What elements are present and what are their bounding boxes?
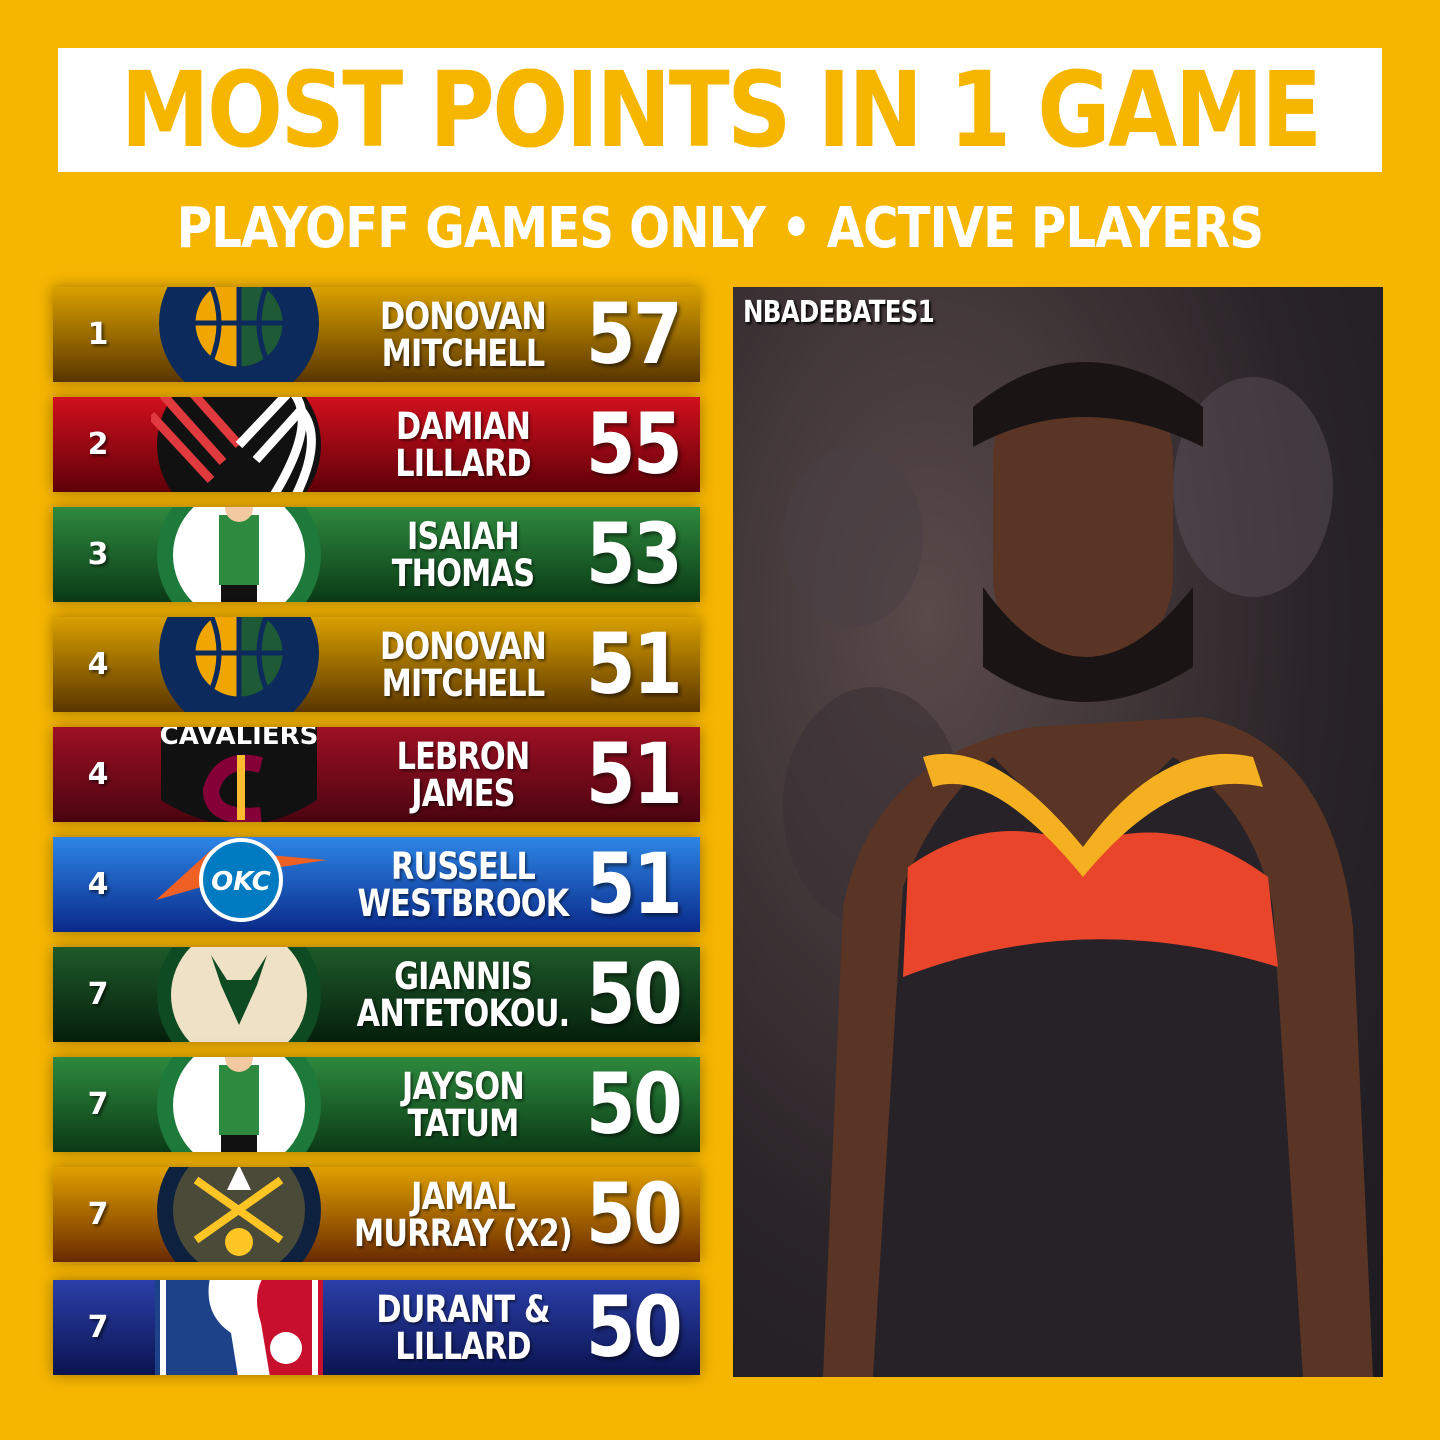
celtics-logo-icon (151, 507, 327, 602)
points: 50 (585, 1167, 683, 1262)
player-name-line2: MITCHELL (381, 332, 545, 375)
player-name-line1: GIANNIS (394, 955, 533, 998)
thunder-logo-icon: OKC (151, 837, 327, 932)
rank: 4 (87, 647, 109, 682)
rank: 7 (87, 1310, 109, 1345)
page-title: MOST POINTS IN 1 GAME (120, 49, 1322, 171)
player-name-line2: TATUM (407, 1102, 520, 1145)
player-photo: NBADEBATES1 (733, 287, 1383, 1377)
subtitle: PLAYOFF GAMES ONLY • ACTIVE PLAYERS (176, 196, 1264, 261)
rank: 2 (87, 427, 109, 462)
leaderboard-row: 2 DAMIAN LILLARD 55 (53, 397, 700, 492)
title-banner: MOST POINTS IN 1 GAME (58, 48, 1382, 172)
leaderboard-row: 4 OKC RUSSELL WESTBROOK 51 (53, 837, 700, 932)
leaderboard-row: 7 GIANNIS ANTETOKOU. 50 (53, 947, 700, 1042)
player-silhouette (783, 362, 1373, 1377)
player-name-line2: WESTBROOK (357, 882, 570, 925)
points: 53 (585, 507, 683, 602)
celtics-logo-icon (151, 1057, 327, 1152)
player-name-line2: MURRAY (X2) (354, 1212, 573, 1255)
nuggets-logo-icon (151, 1167, 327, 1262)
leaderboard-row: 7 DURANT & LILLARD 50 (53, 1280, 700, 1375)
player-name-line2: MITCHELL (381, 662, 545, 705)
jazz-logo-icon (151, 287, 327, 382)
player-name: DONOVAN MITCHELL (365, 625, 562, 705)
player-name-line1: DAMIAN (395, 405, 531, 448)
rank: 7 (87, 1197, 109, 1232)
player-name: DURANT & LILLARD (365, 1288, 562, 1368)
player-name-line2: LILLARD (395, 1325, 531, 1368)
player-name-line1: RUSSELL (390, 845, 536, 888)
player-name-line2: ANTETOKOU. (356, 992, 571, 1035)
rank: 3 (87, 537, 109, 572)
rank: 7 (87, 977, 109, 1012)
player-name: GIANNIS ANTETOKOU. (357, 955, 571, 1035)
player-name-line2: THOMAS (391, 552, 535, 595)
player-name: DONOVAN MITCHELL (365, 295, 562, 375)
points: 50 (585, 1057, 683, 1152)
points: 50 (585, 947, 683, 1042)
leaderboard-row: 4 DONOVAN MITCHELL 51 (53, 617, 700, 712)
nba-logo-icon (151, 1280, 327, 1375)
leaderboard-row: 1 DONOVAN MITCHELL 57 (53, 287, 700, 382)
points: 51 (585, 837, 683, 932)
rank: 4 (87, 867, 109, 902)
cavaliers-logo-icon: CAVALIERS (151, 727, 327, 822)
leaderboard-row: 4 CAVALIERS LEBRON JAMES 51 (53, 727, 700, 822)
points: 50 (585, 1280, 683, 1375)
player-name-line1: ISAIAH (407, 515, 520, 558)
leaderboard-row: 7 JAMAL MURRAY (X2) 50 (53, 1167, 700, 1262)
watermark: NBADEBATES1 (743, 295, 935, 330)
rank: 7 (87, 1087, 109, 1122)
leaderboard-row: 7 JAYSON TATUM 50 (53, 1057, 700, 1152)
player-name-line1: DONOVAN (380, 625, 547, 668)
player-name: RUSSELL WESTBROOK (358, 845, 570, 925)
bucks-logo-icon (151, 947, 327, 1042)
points: 51 (585, 727, 683, 822)
player-name-line1: JAMAL (411, 1175, 516, 1218)
player-name-line1: DONOVAN (380, 295, 547, 338)
player-name-line1: LEBRON (396, 735, 531, 778)
points: 57 (585, 287, 683, 382)
player-name: JAYSON TATUM (365, 1065, 562, 1145)
player-name-line1: DURANT & (376, 1288, 550, 1331)
player-name-line2: JAMES (411, 772, 515, 815)
player-name: ISAIAH THOMAS (365, 515, 562, 595)
player-name: JAMAL MURRAY (X2) (354, 1175, 573, 1255)
points: 55 (585, 397, 683, 492)
jazz-logo-icon (151, 617, 327, 712)
rank: 4 (87, 757, 109, 792)
leaderboard-row: 3 ISAIAH THOMAS 53 (53, 507, 700, 602)
points: 51 (585, 617, 683, 712)
svg-text:CAVALIERS: CAVALIERS (160, 727, 319, 751)
player-name: LEBRON JAMES (365, 735, 562, 815)
svg-text:OKC: OKC (211, 867, 271, 897)
rank: 1 (87, 317, 109, 352)
player-name-line2: LILLARD (395, 442, 531, 485)
blazers-logo-icon (151, 397, 327, 492)
player-name-line1: JAYSON (402, 1065, 525, 1108)
player-name: DAMIAN LILLARD (365, 405, 562, 485)
